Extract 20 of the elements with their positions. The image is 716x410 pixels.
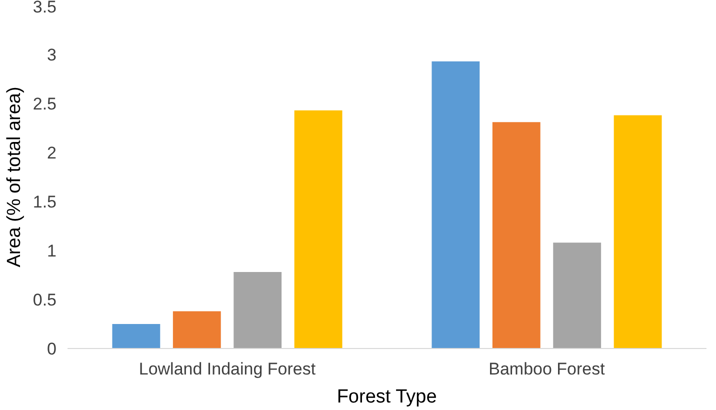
x-tick-label: Lowland Indaing Forest [138, 360, 316, 378]
bar [112, 324, 160, 348]
y-tick-label: 2.5 [32, 94, 57, 114]
y-tick-label: 3.5 [32, 0, 57, 16]
bar [234, 272, 282, 348]
bar [294, 110, 342, 348]
bar [614, 115, 662, 348]
bar [553, 242, 602, 348]
bar [432, 61, 480, 348]
y-tick-label: 0.5 [32, 290, 57, 310]
y-tick-label: 2 [47, 144, 57, 162]
y-axis-title: Area (% of total area) [4, 86, 25, 268]
x-axis-title: Forest Type [336, 386, 437, 408]
y-tick-label: 0 [47, 340, 57, 358]
x-tick-label: Bamboo Forest [488, 360, 606, 378]
y-tick-label: 1 [47, 242, 57, 260]
y-tick-label: 1.5 [32, 192, 57, 212]
y-tick-label: 3 [47, 46, 57, 64]
bar [492, 122, 540, 348]
bar [172, 311, 221, 348]
